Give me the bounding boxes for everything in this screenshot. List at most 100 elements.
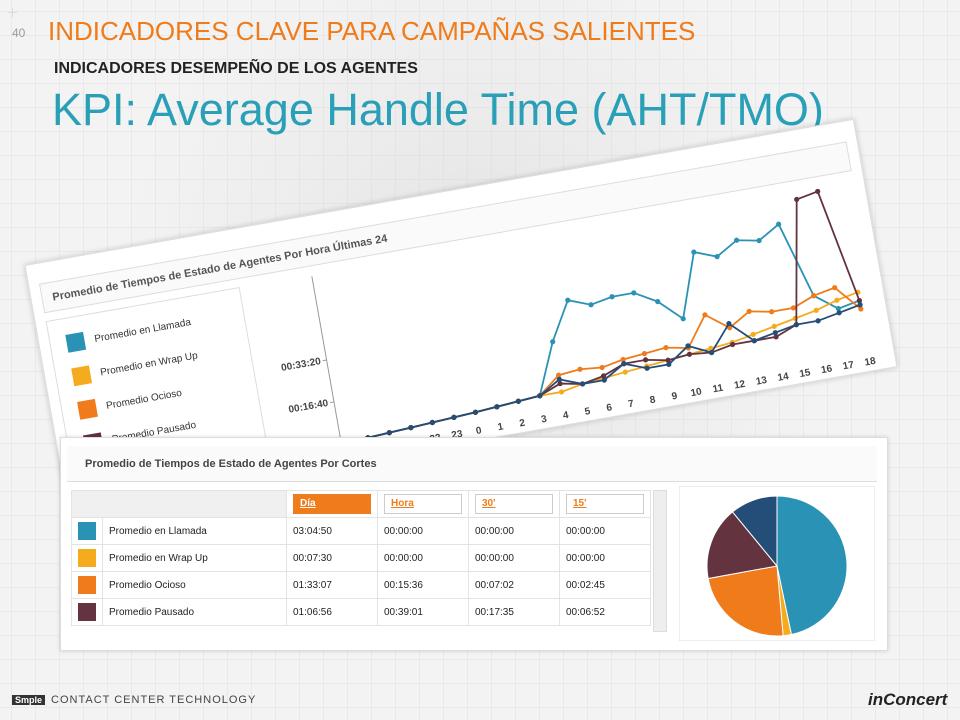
y-tick-label: 00:33:20 xyxy=(280,356,322,374)
data-point xyxy=(836,310,842,316)
data-point xyxy=(579,381,586,387)
cuts-table: Día Hora 30' 15' Promedio en Llamada 03:04:50… xyxy=(71,490,651,626)
cut-tab[interactable]: Hora xyxy=(384,494,462,514)
data-point xyxy=(792,315,798,321)
header-cell xyxy=(71,490,287,518)
data-point xyxy=(515,398,521,404)
scrollbar[interactable] xyxy=(653,490,667,632)
legend-swatch xyxy=(77,398,98,420)
data-point xyxy=(451,414,457,420)
footer-left: Smple CONTACT CENTER TECHNOLOGY xyxy=(12,694,256,706)
x-tick-label: 17 xyxy=(842,360,855,373)
table-row: Promedio en Llamada 03:04:50 00:00:00 00:00… xyxy=(71,517,651,545)
pie-slice xyxy=(776,495,848,636)
data-point xyxy=(600,373,607,379)
data-point xyxy=(773,334,779,340)
data-point xyxy=(631,290,637,296)
data-point xyxy=(680,316,686,322)
legend-label: Promedio Ocioso xyxy=(105,387,183,412)
table-cell: 00:00:00 xyxy=(377,544,469,572)
color-cell xyxy=(71,598,103,626)
x-tick-label: 14 xyxy=(777,371,790,384)
data-point xyxy=(794,196,800,203)
data-point xyxy=(769,309,775,315)
row-swatch xyxy=(78,576,96,594)
data-point xyxy=(686,351,693,357)
table-cell: 00:00:00 xyxy=(559,544,651,572)
data-point xyxy=(663,345,669,351)
data-point xyxy=(746,308,752,314)
header-cell: Hora xyxy=(377,490,469,518)
pie-slice xyxy=(706,511,778,580)
data-point xyxy=(714,254,720,260)
table-cell: 01:06:56 xyxy=(286,598,378,626)
data-point xyxy=(776,221,782,227)
cut-tab[interactable]: 15' xyxy=(566,494,644,514)
x-tick-label: 0 xyxy=(475,425,483,437)
header-cell: 30' xyxy=(468,490,560,518)
table-cell: 03:04:50 xyxy=(286,517,378,545)
data-point xyxy=(386,430,392,436)
data-point xyxy=(601,377,607,383)
x-tick-label: 6 xyxy=(606,402,614,414)
row-label: Promedio Ocioso xyxy=(102,571,287,599)
data-point xyxy=(685,343,691,349)
legend-label: Promedio en Llamada xyxy=(93,316,192,345)
header-cell: Día xyxy=(286,490,378,518)
x-tick-label: 3 xyxy=(540,414,548,426)
x-tick-label: 18 xyxy=(864,356,877,369)
tick-mark xyxy=(329,401,335,404)
table-cell: 00:00:00 xyxy=(377,517,469,545)
x-tick-label: 8 xyxy=(649,395,657,407)
cut-tab[interactable]: 30' xyxy=(475,494,553,514)
data-point xyxy=(556,376,562,382)
data-point xyxy=(734,237,740,243)
data-point xyxy=(557,380,563,387)
data-point xyxy=(793,322,799,328)
data-point xyxy=(702,312,708,318)
cuts-panel: Promedio de Tiempos de Estado de Agentes… xyxy=(60,437,888,651)
table-cell: 00:00:00 xyxy=(468,544,560,572)
row-label: Promedio Pausado xyxy=(102,598,287,626)
data-point xyxy=(588,302,594,308)
table-cell: 00:07:02 xyxy=(468,571,560,599)
brand-logo: Smple xyxy=(12,695,46,705)
data-point xyxy=(815,318,821,324)
data-point xyxy=(708,345,714,351)
color-cell xyxy=(71,544,103,572)
table-cell: 00:39:01 xyxy=(377,598,469,626)
row-swatch xyxy=(78,549,96,567)
table-cell: 00:15:36 xyxy=(377,571,469,599)
data-point xyxy=(729,341,736,348)
data-point xyxy=(750,331,756,338)
x-tick-label: 11 xyxy=(712,383,725,396)
slide-title: INDICADORES CLAVE PARA CAMPAÑAS SALIENTE… xyxy=(48,16,696,46)
data-point xyxy=(756,237,762,244)
data-point xyxy=(550,339,556,345)
data-point xyxy=(537,393,543,399)
data-point xyxy=(621,361,627,367)
brand-text: CONTACT CENTER TECHNOLOGY xyxy=(51,694,257,706)
legend-swatch xyxy=(71,365,93,387)
data-point xyxy=(691,249,697,255)
pie-slice xyxy=(731,495,778,568)
data-point xyxy=(408,424,414,431)
data-point xyxy=(726,320,732,327)
data-point xyxy=(599,364,605,371)
panel-title: Promedio de Tiempos de Estado de Agentes… xyxy=(67,446,877,482)
data-point xyxy=(813,307,819,313)
cut-tab[interactable]: Día xyxy=(293,494,371,514)
pie-slice xyxy=(707,565,784,637)
data-point xyxy=(429,419,435,426)
x-tick-label: 7 xyxy=(627,398,635,410)
slide-subtitle: INDICADORES DESEMPEÑO DE LOS AGENTES xyxy=(54,60,418,77)
data-point xyxy=(655,299,661,305)
data-point xyxy=(665,357,671,363)
row-label: Promedio en Wrap Up xyxy=(102,544,287,572)
data-point xyxy=(609,294,615,300)
slide-heading: KPI: Average Handle Time (AHT/TMO) xyxy=(52,84,824,135)
x-tick-label: 9 xyxy=(671,391,679,403)
data-point xyxy=(790,305,796,311)
footer-brand: inConcert xyxy=(868,690,948,709)
